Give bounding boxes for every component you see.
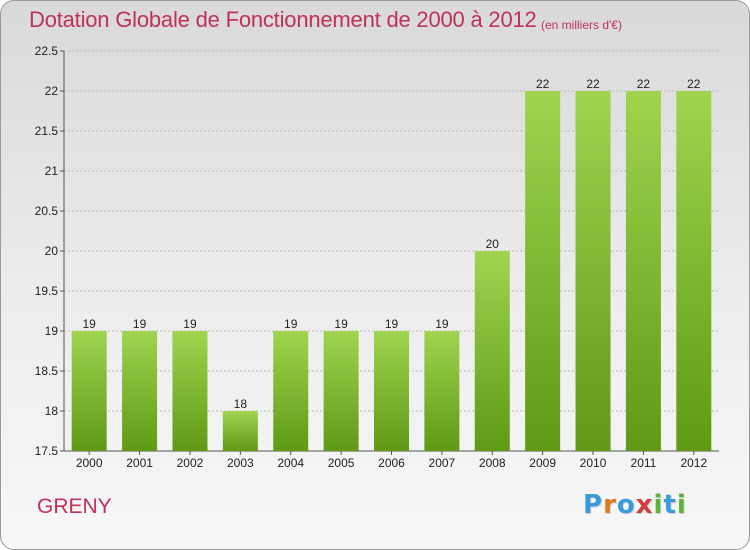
logo-letter: i xyxy=(653,490,664,520)
bar xyxy=(273,331,309,451)
bar xyxy=(474,251,510,451)
y-tick-label: 22.5 xyxy=(35,44,59,58)
y-tick-label: 22 xyxy=(45,84,59,98)
bar-data-label: 19 xyxy=(334,317,348,331)
x-tick-label: 2008 xyxy=(479,456,506,470)
bar xyxy=(525,91,561,451)
y-tick-label: 19 xyxy=(45,324,59,338)
x-tick-label: 2003 xyxy=(227,456,254,470)
chart-subtitle: (en milliers d'€) xyxy=(541,18,622,32)
y-tick-label: 20 xyxy=(45,244,59,258)
bar-data-label: 22 xyxy=(536,77,550,91)
bar xyxy=(625,91,661,451)
bar-data-label: 19 xyxy=(284,317,298,331)
bar xyxy=(122,331,158,451)
bar-data-label: 18 xyxy=(234,397,248,411)
x-tick-label: 2005 xyxy=(328,456,355,470)
bar-data-label: 19 xyxy=(385,317,399,331)
y-tick-label: 21 xyxy=(45,164,59,178)
bar-data-label: 22 xyxy=(687,77,701,91)
y-tick-label: 19.5 xyxy=(35,284,59,298)
bar xyxy=(222,411,258,451)
bar xyxy=(374,331,409,451)
bar-data-label: 20 xyxy=(486,237,500,251)
x-tick-label: 2009 xyxy=(529,456,556,470)
proxiti-logo[interactable]: Proxiti xyxy=(583,490,687,520)
bar-data-label: 19 xyxy=(183,317,197,331)
x-tick-label: 2012 xyxy=(680,456,707,470)
x-tick-label: 2010 xyxy=(580,456,607,470)
x-tick-label: 2011 xyxy=(631,456,657,470)
y-tick-label: 21.5 xyxy=(35,124,59,138)
commune-name: GRENY xyxy=(37,495,112,518)
bar-data-label: 19 xyxy=(435,317,449,331)
bar xyxy=(676,91,712,451)
logo-letter: x xyxy=(635,490,654,520)
logo-letter: r xyxy=(603,490,617,520)
bar xyxy=(323,331,359,451)
y-tick-label: 18.5 xyxy=(35,364,59,378)
chart-title: Dotation Globale de Fonctionnement de 20… xyxy=(29,7,537,32)
x-tick-label: 2000 xyxy=(76,456,103,470)
bar-data-label: 22 xyxy=(586,77,600,91)
bar-data-label: 19 xyxy=(83,317,97,331)
logo-letter: i xyxy=(676,490,687,520)
y-tick-label: 20.5 xyxy=(35,204,59,218)
bar-data-label: 19 xyxy=(133,317,147,331)
y-tick-label: 18 xyxy=(45,404,59,418)
bar xyxy=(424,331,460,451)
bar xyxy=(172,331,208,451)
x-tick-label: 2001 xyxy=(126,456,153,470)
bar-data-label: 22 xyxy=(637,77,651,91)
bar xyxy=(575,91,611,451)
logo-letter: o xyxy=(616,490,636,520)
logo-letter: P xyxy=(583,490,604,520)
x-tick-label: 2004 xyxy=(277,456,304,470)
x-tick-label: 2002 xyxy=(177,456,204,470)
x-tick-label: 2006 xyxy=(378,456,405,470)
bar xyxy=(71,331,107,451)
x-tick-label: 2007 xyxy=(429,456,456,470)
y-tick-label: 17.5 xyxy=(35,444,59,458)
logo-letter: t xyxy=(663,490,677,520)
